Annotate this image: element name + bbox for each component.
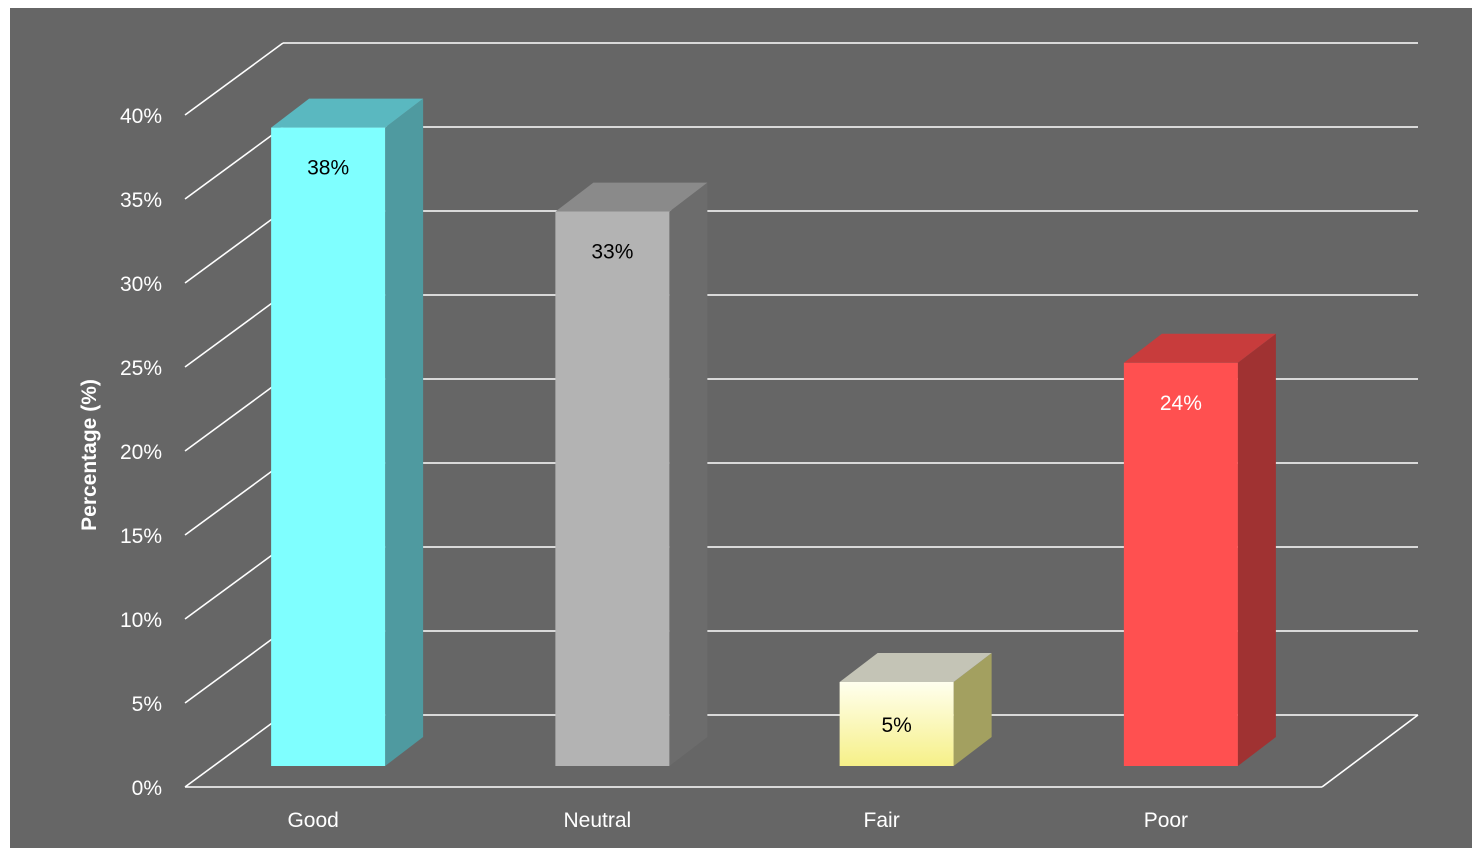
data-label: 24%	[1160, 392, 1202, 415]
gridline-side	[184, 378, 284, 452]
bar-side-face	[1237, 333, 1276, 766]
gridline-side	[184, 294, 284, 368]
floor-left-edge	[184, 714, 284, 788]
x-tick-label: Neutral	[564, 809, 632, 832]
y-tick-label: 5%	[132, 693, 162, 716]
bar-top-face	[839, 653, 992, 682]
y-tick-label: 35%	[120, 189, 162, 212]
y-axis-ticks: 0% 5% 10% 15% 20% 25% 30% 35% 40%	[120, 105, 162, 800]
x-tick-label: Fair	[864, 809, 900, 832]
bar-front-face	[555, 211, 670, 767]
y-tick-label: 30%	[120, 273, 162, 296]
gridline-side	[184, 546, 284, 620]
bar-front-face	[1123, 362, 1238, 766]
gridline-side	[184, 42, 284, 116]
floor-right-edge	[1321, 714, 1419, 788]
data-label: 38%	[307, 157, 349, 180]
y-tick-label: 10%	[120, 609, 162, 632]
bar-fair: 5%	[839, 653, 992, 766]
y-tick-label: 40%	[120, 105, 162, 128]
bar-neutral: 33%	[555, 182, 708, 767]
y-tick-label: 0%	[132, 777, 162, 800]
bar-side-face	[953, 653, 992, 766]
bar-poor: 24%	[1123, 333, 1276, 766]
gridline-side	[184, 630, 284, 704]
gridline-side	[184, 210, 284, 284]
bar-top-face	[271, 98, 424, 128]
bar-good: 38%	[271, 98, 424, 767]
y-tick-label: 25%	[120, 357, 162, 380]
y-axis-title: Percentage (%)	[78, 379, 101, 531]
bar-front-face	[271, 127, 386, 767]
bar-side-face	[669, 182, 708, 767]
y-tick-label: 20%	[120, 441, 162, 464]
bar-front-face	[839, 682, 954, 766]
data-label: 5%	[881, 714, 911, 737]
x-tick-label: Good	[287, 809, 338, 832]
x-tick-label: Poor	[1144, 809, 1188, 832]
data-label: 33%	[591, 241, 633, 264]
gridline-side	[184, 126, 284, 200]
y-tick-label: 15%	[120, 525, 162, 548]
gridline-side	[184, 462, 284, 536]
bar-side-face	[385, 98, 424, 767]
x-axis-ticks: Good Neutral Fair Poor	[287, 809, 1188, 832]
bar-top-face	[555, 182, 708, 212]
bars: 38% 33% 5% 24%	[271, 98, 1276, 767]
bar-top-face	[1123, 333, 1276, 363]
